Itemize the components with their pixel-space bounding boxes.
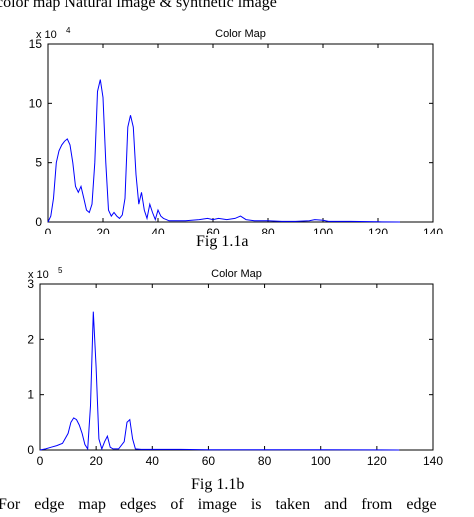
x-tick-label: 40 [146,454,160,468]
series-line [47,79,401,223]
x-tick-label: 120 [368,226,388,234]
x-tick-label: 20 [89,454,103,468]
y-tick-label: 15 [29,37,43,51]
series-line [39,311,400,451]
plot-area [39,283,434,451]
x-tick-label: 60 [202,454,216,468]
y-exponent-label: x 10 [36,29,57,41]
x-tick-label: 120 [367,454,387,468]
y-exponent-power: 5 [58,266,63,275]
x-tick-label: 60 [206,226,220,234]
x-tick-label: 100 [313,226,333,234]
header-text: color map Natural image & synthetic imag… [0,0,277,11]
y-tick-label: 10 [29,96,43,110]
x-tick-label: 0 [37,454,44,468]
x-tick-label: 20 [96,226,110,234]
chart-panel-b: Color Map x 10 5 0 20 40 60 80 100 120 140 0 1 2 3 [0,258,474,474]
y-exponent-label: x 10 [28,269,49,281]
footer-text: For edge map edges of image is taken and… [0,496,437,513]
figure-caption-b: Fig 1.1b [191,476,245,493]
chart-b: Color Map x 10 5 0 20 40 60 80 100 120 140 0 1 2 3 [27,266,443,468]
y-tick-label: 1 [27,388,34,402]
figure-caption-a: Fig 1.1a [196,233,249,250]
x-tick-label: 100 [311,454,331,468]
x-tick-label: 40 [151,226,165,234]
chart-panel-a: Color Map x 10 4 0 20 40 60 80 100 120 140 0 5 10 15 [0,14,474,234]
chart-title: Color Map [215,28,266,40]
x-tick-label: 140 [423,226,443,234]
y-exponent-power: 4 [66,26,71,35]
chart-title: Color Map [211,268,262,280]
y-tick-label: 3 [27,277,34,291]
y-tick-label: 5 [35,156,42,170]
x-tick-label: 80 [261,226,275,234]
x-tick-label: 80 [258,454,272,468]
x-tick-label: 0 [45,226,52,234]
plot-area [47,43,434,223]
y-tick-label: 0 [35,215,42,229]
y-tick-label: 0 [27,443,34,457]
x-tick-label: 140 [423,454,443,468]
y-tick-label: 2 [27,332,34,346]
